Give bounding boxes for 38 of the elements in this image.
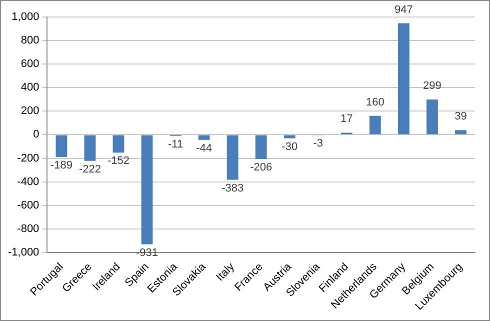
y-tick-label: 400 <box>20 82 40 94</box>
y-tick-label: -800 <box>17 222 40 235</box>
data-label: -206 <box>250 161 272 174</box>
data-label: -11 <box>168 138 184 151</box>
data-label: 39 <box>454 110 467 123</box>
bar <box>112 135 124 153</box>
data-label: -383 <box>222 182 244 194</box>
bar <box>141 135 153 244</box>
y-tick-label: -600 <box>17 199 40 212</box>
data-label: 299 <box>423 80 442 92</box>
data-label: -3 <box>313 138 324 150</box>
y-tick-label: 0 <box>33 128 40 141</box>
y-tick-label: -400 <box>17 176 40 188</box>
y-tick-label: 800 <box>20 34 40 47</box>
data-label: 17 <box>340 113 353 126</box>
y-tick-label: 600 <box>20 58 40 70</box>
y-tick-label: -200 <box>17 152 40 164</box>
data-label: -189 <box>50 159 72 172</box>
y-tick-label: 1,000 <box>12 11 40 24</box>
x-tick-label: Italy <box>214 260 238 284</box>
bar <box>369 116 381 134</box>
bar <box>226 135 238 180</box>
data-label: -222 <box>78 163 101 176</box>
data-label: 160 <box>366 96 384 108</box>
data-label: 947 <box>394 4 413 16</box>
bar <box>198 135 210 140</box>
bar <box>255 135 267 159</box>
y-tick-label: 200 <box>20 105 40 118</box>
bar <box>56 135 68 157</box>
bar <box>398 23 410 134</box>
bar <box>284 135 296 138</box>
y-tick-label: -1,000 <box>8 246 40 258</box>
data-label: -44 <box>196 142 212 154</box>
bar <box>84 135 96 161</box>
bar <box>426 100 438 134</box>
data-label: -152 <box>107 155 130 168</box>
bar <box>455 130 466 134</box>
data-label: -30 <box>282 140 298 153</box>
